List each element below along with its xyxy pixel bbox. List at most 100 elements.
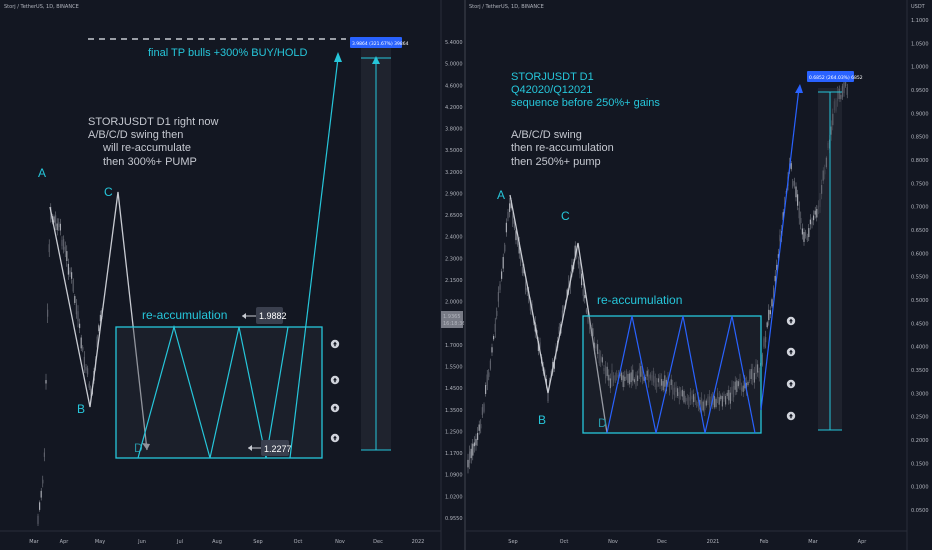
right-candle-body [757, 364, 759, 373]
left-abcd-swing-line [49, 191, 148, 451]
left-chart-title: Storj / TetherUS, 1D, BINANCE [4, 4, 79, 10]
right-candle-body [701, 398, 703, 411]
left-up-circle-icon [330, 339, 340, 349]
left-zone-label: re-accumulation [142, 308, 227, 322]
right-reaccumulation-zigzag [606, 315, 756, 434]
left-time-axis-tick-label: Apr [60, 539, 70, 545]
left-candle-body [53, 216, 55, 223]
left-candle-body [67, 263, 69, 275]
right-candle-body [681, 389, 683, 397]
left-price-axis-tick-label: 1.1700 [445, 451, 463, 457]
right-candle-body [520, 251, 522, 263]
left-price-axis-tick-label: 2.1500 [445, 278, 463, 284]
right-candle-body [526, 287, 528, 293]
right-candle-body [685, 397, 687, 403]
left-time-axis[interactable]: Mar Apr May Jun Jul Aug Sep Oct Nov Dec 2022 [29, 539, 424, 545]
left-reaccumulation-box[interactable] [115, 326, 323, 459]
right-candle-body [501, 271, 503, 279]
right-candle-body [709, 396, 711, 408]
left-price-axis-tick-label: 0.9550 [445, 516, 463, 522]
left-candle-body [74, 296, 76, 304]
right-note-line-1: STORJUSDT D1 [511, 71, 594, 83]
right-price-axis-tick-label: 0.9500 [911, 88, 929, 94]
left-time-axis-tick-label: Nov [335, 539, 345, 545]
right-candle-body [614, 375, 616, 381]
left-countdown: 16:18:36 [443, 321, 465, 327]
right-candle-body [561, 310, 563, 318]
right-candle-body [597, 344, 599, 354]
left-price-axis-tick-label: 2.0000 [445, 300, 463, 306]
right-candle-body [581, 273, 583, 286]
right-up-circle-icon [786, 347, 796, 357]
right-candle-body [651, 375, 653, 381]
right-candle-body [653, 371, 655, 383]
right-price-axis-tick-label: 0.1000 [911, 485, 929, 491]
left-target-box-text: 3.9864 (321.67%) 39864 [352, 41, 409, 47]
right-time-axis-tick-label: Dec [657, 539, 667, 545]
right-main-annotation: STORJUSDT D1 Q42020/Q12021 sequence befo… [511, 71, 660, 109]
right-candle-body [513, 219, 515, 229]
right-pump-projection-line [760, 87, 800, 411]
right-sub-annotation: A/B/C/D swing then re-accumulation then … [511, 129, 617, 168]
left-measure-arrowhead [372, 56, 380, 64]
left-candle-body [45, 380, 47, 384]
right-candle-body [611, 370, 613, 381]
right-time-axis-tick-label: Nov [608, 539, 618, 545]
left-chart-panel[interactable]: Storj / TetherUS, 1D, BINANCE 5.4000 5.00… [0, 0, 465, 550]
right-candle-body [797, 194, 799, 206]
right-candle-body [771, 299, 773, 307]
right-pump-arrowhead [795, 84, 803, 93]
right-swing-label-d: D [598, 416, 607, 430]
right-candle-body [544, 369, 546, 375]
right-candle-body [598, 352, 600, 364]
left-reaccumulation-zigzag [137, 324, 289, 459]
right-candle-body [517, 238, 519, 245]
right-candle-body [478, 424, 480, 431]
left-price-axis-tick-label: 3.5000 [445, 148, 463, 154]
right-axis-unit: USDT [911, 4, 926, 10]
right-candle-body [521, 266, 523, 274]
left-price-axis-tick-label: 3.8000 [445, 127, 463, 133]
right-candle-body [499, 284, 501, 290]
right-candle-body [633, 379, 635, 383]
right-zone-label: re-accumulation [597, 293, 682, 307]
right-candle-body [723, 394, 725, 400]
right-candle-body [632, 369, 634, 381]
right-candle-body [635, 374, 637, 387]
right-time-axis[interactable]: Sep Oct Nov Dec 2021 Feb Mar Apr [508, 539, 867, 545]
left-price-axis-tick-label: 1.3500 [445, 408, 463, 414]
left-low-label: 1.2277 [264, 444, 292, 454]
right-price-axis-tick-label: 0.8000 [911, 158, 929, 164]
right-candle-body [717, 392, 719, 399]
left-time-axis-tick-label: Aug [212, 539, 222, 545]
right-candle-body [488, 372, 490, 377]
right-candle-body [800, 217, 802, 224]
right-swing-label-b: B [538, 413, 546, 427]
left-main-annotation: STORJUSDT D1 right now A/B/C/D swing the… [88, 116, 221, 168]
right-candle-body [813, 215, 815, 221]
right-candle-body [467, 459, 469, 468]
right-candle-body [715, 398, 717, 408]
right-price-axis-tick-label: 0.5000 [911, 298, 929, 304]
right-price-axis-tick-label: 1.0500 [911, 41, 929, 47]
right-chart-panel[interactable]: Storj / TetherUS, 1D, BINANCE USDT 1.100… [464, 0, 929, 550]
left-candle-body [72, 279, 74, 292]
right-candle-body [805, 232, 807, 237]
right-candle-body [841, 86, 843, 98]
right-reaccumulation-box[interactable] [582, 315, 762, 434]
right-candle-body [769, 310, 771, 315]
right-candle-body [672, 384, 674, 395]
right-candle-body [846, 87, 848, 95]
right-price-axis-tick-label: 0.4500 [911, 321, 929, 327]
right-up-circle-icon [786, 411, 796, 421]
right-candle-body [697, 395, 699, 408]
right-candle-body [616, 373, 618, 378]
right-candle-body [721, 396, 723, 407]
right-price-axis-tick-label: 0.8500 [911, 135, 929, 141]
right-price-axis[interactable]: 1.1000 1.0500 1.0000 0.9500 0.9000 0.8500 0.80… [911, 18, 929, 514]
right-candle-body [568, 280, 570, 290]
up-arrow-icon [789, 318, 793, 324]
right-candle-body [765, 337, 767, 343]
left-time-axis-tick-label: Jun [137, 539, 146, 545]
right-candle-body [659, 375, 661, 387]
